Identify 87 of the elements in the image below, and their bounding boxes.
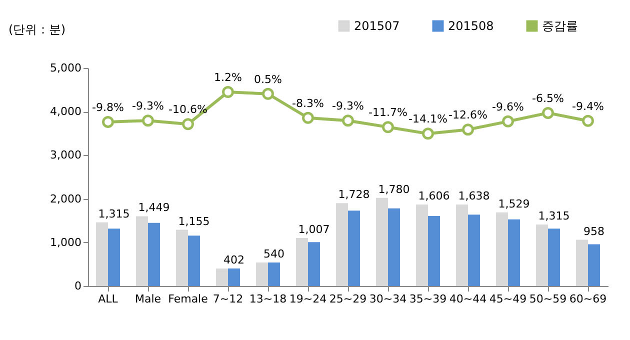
point <box>422 128 434 140</box>
x-tick-label: ALL <box>98 292 119 306</box>
data-label: -12.6% <box>448 108 488 122</box>
y-tick-label: 1,000 <box>50 236 82 249</box>
data-label: 1,449 <box>138 201 170 214</box>
point <box>542 106 554 119</box>
x-tick-label: 30~34 <box>369 292 407 306</box>
bar <box>228 268 240 286</box>
point <box>462 124 474 136</box>
point <box>102 116 114 128</box>
data-label: 1,728 <box>338 188 370 202</box>
data-label: 1,529 <box>498 197 530 210</box>
data-label: 1,638 <box>458 189 490 202</box>
bar <box>108 228 120 286</box>
bar <box>376 198 388 286</box>
bar <box>428 216 440 286</box>
data-label: -11.7% <box>368 106 408 120</box>
y-tick-label: 3,000 <box>50 148 82 162</box>
point <box>382 121 394 134</box>
x-tick-label: 40~44 <box>449 292 487 306</box>
data-label: 0.5% <box>254 72 282 86</box>
x-tick-label: 45~49 <box>489 292 527 306</box>
bar <box>268 262 280 286</box>
x-tick-label: 60~69 <box>569 292 607 306</box>
bar <box>136 216 148 286</box>
bar <box>336 203 348 286</box>
point <box>262 88 274 100</box>
bar <box>188 236 200 286</box>
data-label: 1,155 <box>178 214 210 228</box>
data-label: 402 <box>224 253 244 266</box>
data-label: 1.2% <box>214 70 242 84</box>
data-label: -9.3% <box>332 100 364 113</box>
bar <box>536 224 548 286</box>
data-label: -9.4% <box>572 100 604 113</box>
point <box>222 86 234 98</box>
data-label: 1,606 <box>418 189 450 202</box>
x-tick-label: 19~24 <box>289 292 327 306</box>
data-label: 1,315 <box>98 207 130 220</box>
bar <box>216 268 228 286</box>
bar <box>416 204 428 286</box>
data-label: -9.3% <box>132 100 164 113</box>
point <box>142 114 154 127</box>
point <box>302 112 314 124</box>
y-tick-label: 0 <box>74 280 82 292</box>
y-axis-title: (단위 : 분) <box>8 22 66 36</box>
legend-label: 201508 <box>448 19 494 33</box>
x-tick-label: Female <box>168 292 208 306</box>
bar <box>348 210 360 286</box>
bar <box>496 212 508 286</box>
x-tick-label: 35~39 <box>409 292 447 306</box>
bar <box>388 208 400 286</box>
bar <box>508 219 520 286</box>
x-tick-label: 13~18 <box>249 292 287 306</box>
y-tick-label: 2,000 <box>50 192 82 206</box>
data-label: 1,007 <box>298 223 330 236</box>
x-tick-label: Male <box>134 292 162 306</box>
point <box>342 114 354 127</box>
bar <box>548 228 560 286</box>
x-tick-label: 25~29 <box>329 292 367 306</box>
data-label: 540 <box>264 247 284 260</box>
bar <box>456 204 468 286</box>
data-label: -8.3% <box>292 96 324 110</box>
data-label: -14.1% <box>408 112 448 126</box>
data-label: -6.5% <box>532 92 564 105</box>
x-tick-label: 50~59 <box>529 292 567 306</box>
bar <box>296 238 308 286</box>
y-tick-label: 5,000 <box>50 62 82 74</box>
legend-label: 201507 <box>354 19 400 33</box>
point <box>582 114 594 127</box>
bar <box>96 222 108 286</box>
bar <box>176 230 188 286</box>
data-label: 958 <box>584 224 604 238</box>
bar <box>588 244 600 286</box>
data-label: 1,780 <box>378 182 410 196</box>
x-tick-label: 7~12 <box>212 292 244 306</box>
bar <box>308 242 320 286</box>
bar <box>256 262 268 286</box>
data-label: 1,315 <box>538 210 570 223</box>
data-label: -9.6% <box>492 100 524 114</box>
data-label: -9.8% <box>92 100 124 114</box>
bar <box>148 222 160 286</box>
y-tick-label: 4,000 <box>50 105 82 118</box>
point <box>502 115 514 128</box>
point <box>182 118 194 130</box>
bar <box>576 240 588 286</box>
legend-label: 증감률 <box>542 19 578 33</box>
bar <box>468 214 480 286</box>
